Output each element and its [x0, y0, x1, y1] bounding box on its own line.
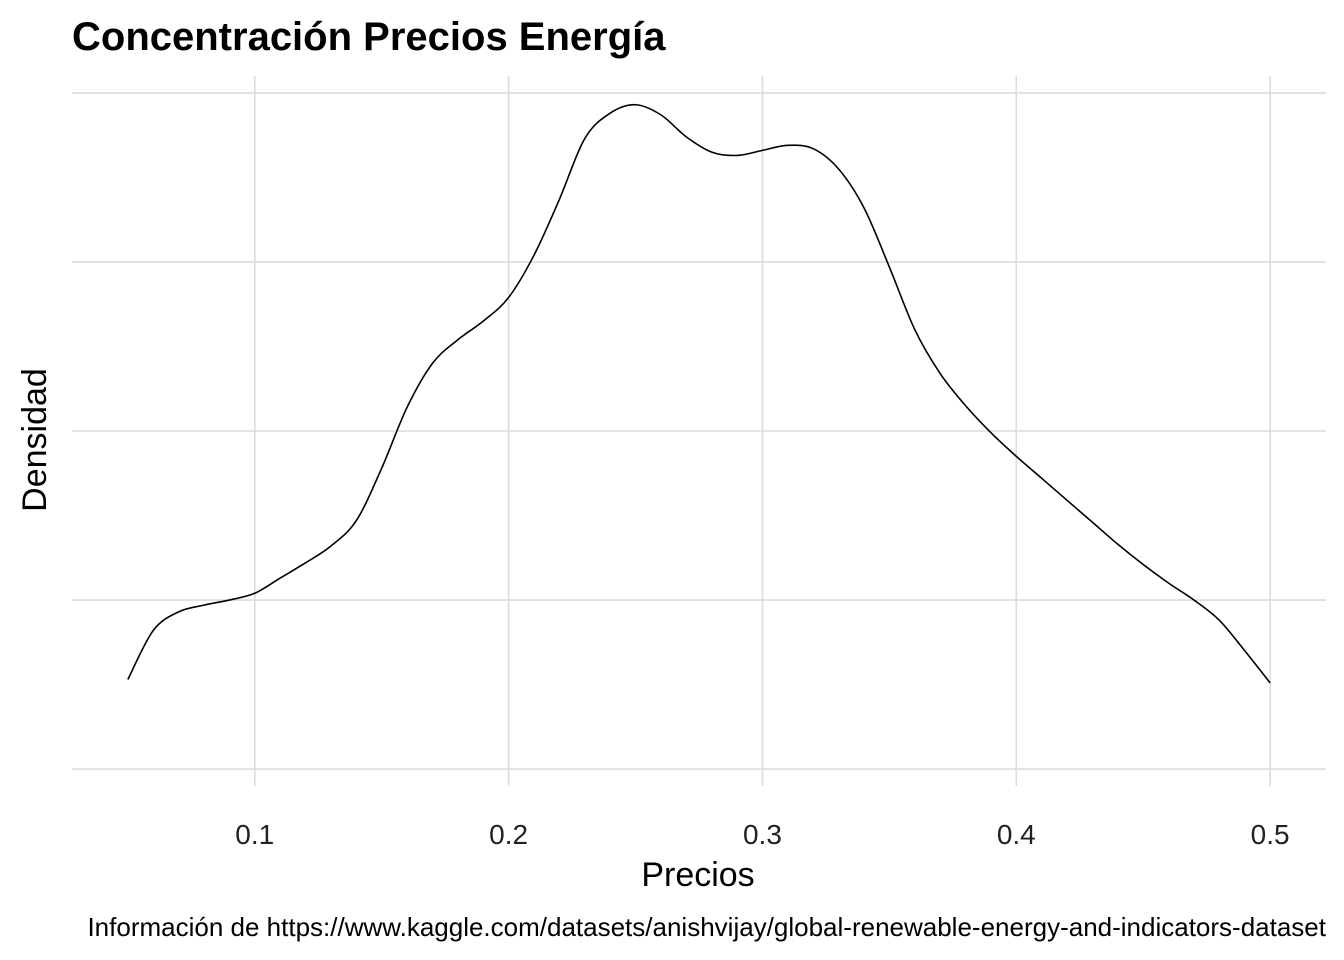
x-tick-labels: 0.1 0.2 0.3 0.4 0.5 [235, 819, 1289, 850]
x-axis-title: Precios [641, 856, 754, 894]
chart-caption: Información de https://www.kaggle.com/da… [87, 912, 1326, 942]
x-tick-label: 0.1 [235, 819, 274, 850]
x-tick-label: 0.3 [743, 819, 782, 850]
x-tick-label: 0.4 [997, 819, 1036, 850]
chart-title: Concentración Precios Energía [72, 15, 666, 59]
density-line [127, 103, 1271, 684]
x-tick-label: 0.5 [1251, 819, 1290, 850]
grid [72, 76, 1326, 786]
y-axis-title: Densidad [16, 368, 54, 512]
x-tick-label: 0.2 [489, 819, 528, 850]
